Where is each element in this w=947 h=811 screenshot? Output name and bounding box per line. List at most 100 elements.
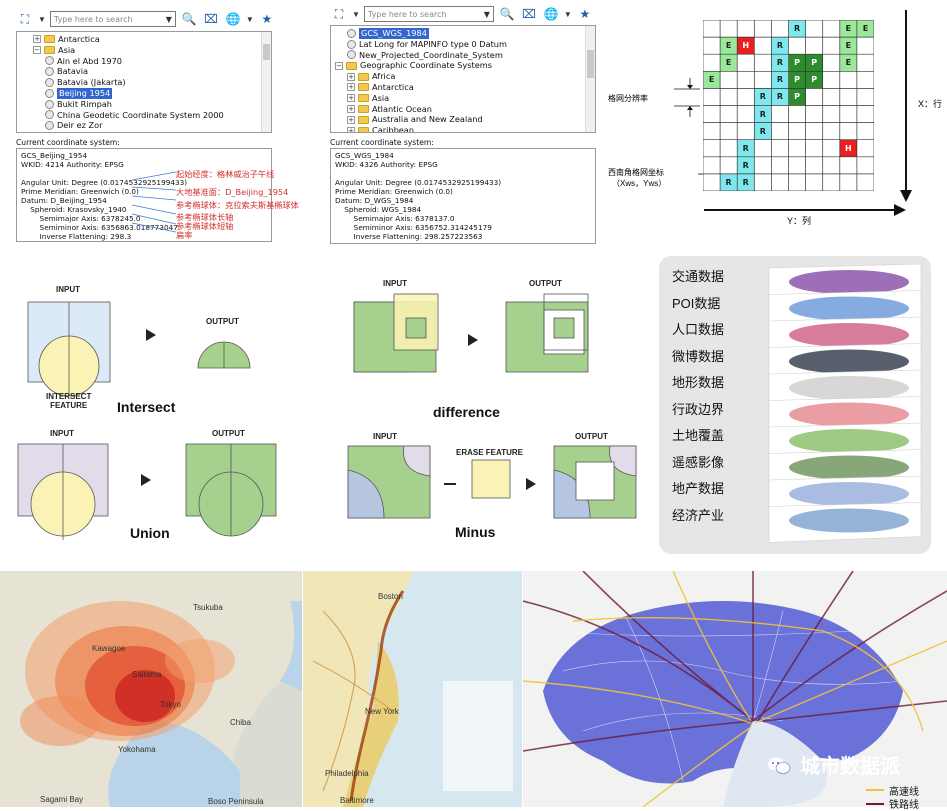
tree-item[interactable]: + Asia (331, 93, 595, 104)
grid-lines (703, 20, 874, 191)
map-label: Yokohama (118, 745, 156, 754)
layer-image (789, 376, 909, 400)
annotation-text: 大地基准面：D_Beijing_1954 (176, 187, 289, 197)
map-label: Chiba (230, 718, 251, 727)
map-label: New York (365, 707, 399, 716)
detail-line: Datum: D_WGS_1984 (335, 196, 414, 205)
data-layer-stack: 交通数据 POI数据 人口数据 微博数据 地形数据 行政边界 土地覆盖 遥感影像 地产数据 经济产… (659, 256, 931, 554)
add-coordinate-system-icon[interactable]: ⛶ (334, 6, 344, 21)
grid-cell: E (720, 54, 738, 72)
expand-icon[interactable]: + (347, 94, 355, 103)
intersect-diagram (27, 301, 251, 397)
tree-item-label: Antarctica (58, 34, 100, 44)
output-label: OUTPUT (206, 317, 239, 326)
chevron-down-icon[interactable]: ▼ (563, 9, 572, 19)
union-diagram (17, 443, 277, 540)
tree-item[interactable]: GCS_WGS_1984 (331, 28, 595, 39)
detail-line: Semimajor Axis: 6378245.0 (21, 214, 141, 223)
map-label: Saitama (132, 670, 162, 679)
tree-item[interactable]: Deir ez Zor (17, 120, 271, 131)
grid-cell: R (788, 20, 806, 38)
tree-item[interactable]: Beijing 1954 (17, 87, 271, 99)
tree-item-label: Bukit Rimpah (57, 98, 112, 109)
globe-icon (45, 132, 54, 133)
expand-icon[interactable]: + (33, 35, 41, 44)
coordinate-tree[interactable]: GCS_WGS_1984 Lat Long for MAPINFO type 0 … (330, 25, 596, 133)
tree-item[interactable]: Bukit Rimpah (17, 99, 271, 110)
grid-cell: P (788, 71, 806, 89)
grid-cell: R (771, 88, 789, 106)
favorite-icon[interactable]: ★ (579, 7, 591, 21)
corridor-density-map (303, 571, 522, 807)
expand-icon[interactable]: + (347, 115, 355, 124)
favorite-icon[interactable]: ★ (261, 12, 273, 26)
grid-cell: R (737, 173, 755, 191)
tree-item[interactable]: Batavia (Jakarta) (17, 77, 271, 88)
tree-item[interactable]: + Atlantic Ocean (331, 104, 595, 115)
search-input[interactable]: Type here to search ▼ (49, 11, 176, 27)
tree-item[interactable]: − Asia (17, 45, 271, 56)
tokyo-density-map (0, 571, 302, 807)
grid-cell: P (788, 88, 806, 106)
folder-icon (358, 115, 369, 124)
clear-search-icon[interactable]: ⌧ (204, 12, 218, 26)
grid-cell: R (754, 122, 772, 140)
tree-item[interactable]: Ain el Abd 1970 (17, 56, 271, 67)
expand-icon[interactable]: + (347, 126, 355, 133)
tree-item[interactable]: New_Projected_Coordinate_System (331, 50, 595, 61)
search-icon[interactable]: 🔍 (499, 7, 515, 21)
detail-line: Semiminor Axis: 6356752.314245179 (335, 223, 492, 232)
legend-swatch-highway (866, 789, 884, 791)
output-label: OUTPUT (529, 279, 562, 288)
map-label: Kawagoe (92, 644, 126, 653)
chevron-down-icon[interactable]: ▼ (165, 14, 172, 24)
detail-line: Datum: D_Beijing_1954 (21, 196, 107, 205)
search-input[interactable]: Type here to search ▼ (363, 6, 494, 22)
tree-item-label: Atlantic Ocean (372, 103, 432, 114)
grid-cell: E (839, 20, 857, 38)
collapse-icon[interactable]: − (33, 46, 41, 55)
tree-item[interactable]: Batavia (17, 66, 271, 77)
tree-item[interactable]: − Geographic Coordinate Systems (331, 60, 595, 71)
layer-label: 经济产业 (672, 507, 725, 523)
search-icon[interactable]: 🔍 (181, 12, 197, 26)
globe-icon (45, 78, 54, 88)
grid-cell: R (771, 71, 789, 89)
tree-scrollbar[interactable] (585, 26, 595, 132)
tree-item[interactable]: DGN 1995 (17, 131, 271, 133)
globe-menu-icon[interactable]: 🌐 (225, 12, 241, 26)
tree-item[interactable]: + Africa (331, 71, 595, 82)
collapse-icon[interactable]: − (335, 61, 343, 70)
expand-icon[interactable]: + (347, 83, 355, 92)
watermark-text: 城市数据派 (800, 756, 900, 778)
expand-icon[interactable]: + (347, 104, 355, 113)
tree-item[interactable]: + Caribbean (331, 125, 595, 133)
globe-icon (45, 67, 54, 77)
map-label: Sagami Bay (40, 795, 84, 804)
tree-item-label: Asia (372, 92, 390, 103)
grid-cell: P (805, 71, 823, 89)
coordinate-tree[interactable]: + Antarctica − Asia Ain el Abd 1970 Batavia Ba… (16, 31, 272, 133)
tree-item[interactable]: + Antarctica (331, 82, 595, 93)
chevron-down-icon[interactable]: ▼ (245, 14, 254, 24)
input-label: INPUT (383, 279, 407, 288)
tree-item[interactable]: Lat Long for MAPINFO type 0 Datum (331, 39, 595, 50)
chevron-down-icon[interactable]: ▼ (483, 9, 490, 19)
detail-line: Inverse Flattening: 298.257223563 (335, 232, 483, 241)
chevron-down-icon[interactable]: ▼ (38, 14, 46, 24)
add-coordinate-system-icon[interactable]: ⛶ (20, 11, 30, 26)
output-label: OUTPUT (575, 432, 608, 441)
globe-menu-icon[interactable]: 🌐 (543, 7, 559, 21)
clear-search-icon[interactable]: ⌧ (522, 7, 536, 21)
tree-item[interactable]: China Geodetic Coordinate System 2000 (17, 110, 271, 121)
chevron-down-icon[interactable]: ▼ (352, 9, 360, 19)
layer-image (789, 323, 909, 347)
layer-label: POI数据 (672, 295, 721, 311)
current-coordinate-label: Current coordinate system: (16, 138, 120, 147)
tree-item[interactable]: + Australia and New Zealand (331, 114, 595, 125)
tree-item[interactable]: + Antarctica (17, 34, 271, 45)
tree-scrollbar[interactable] (261, 32, 271, 132)
erase-feature-label: ERASE FEATURE (456, 448, 523, 457)
expand-icon[interactable]: + (347, 72, 355, 81)
globe-icon (45, 99, 54, 109)
